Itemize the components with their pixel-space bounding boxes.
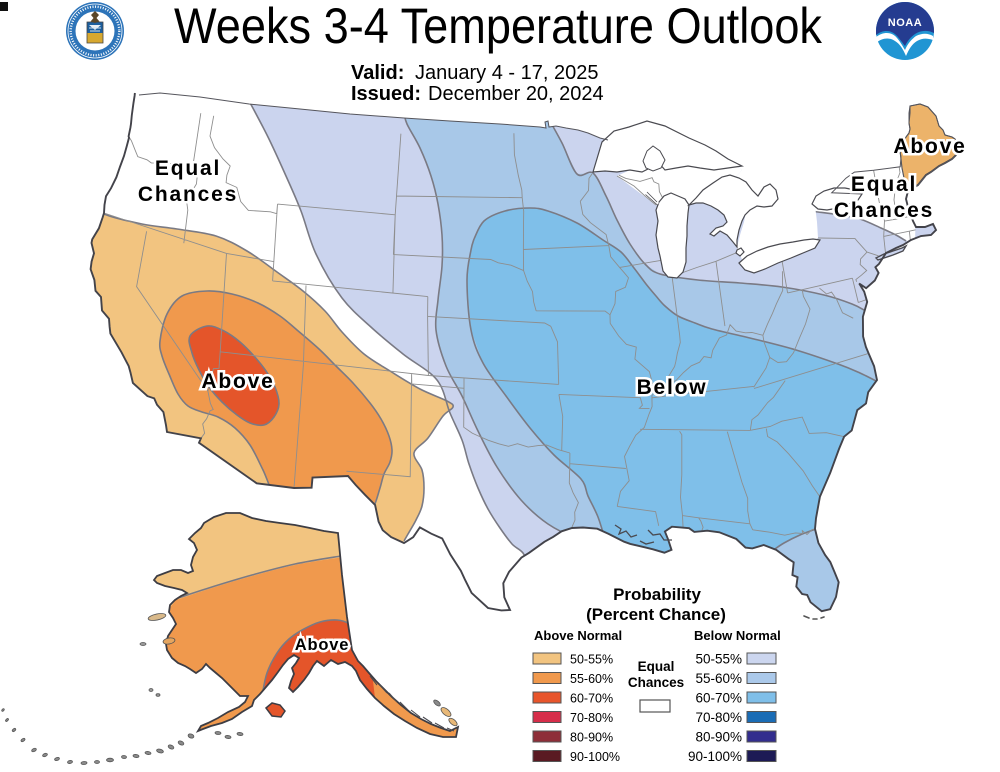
svg-text:Chances: Chances	[834, 199, 934, 222]
svg-text:70-80%: 70-80%	[570, 711, 613, 725]
svg-text:Equal: Equal	[851, 173, 917, 196]
svg-text:60-70%: 60-70%	[570, 692, 613, 706]
svg-text:Above: Above	[201, 370, 274, 393]
svg-text:Below Normal: Below Normal	[694, 628, 781, 643]
svg-text:Probability: Probability	[613, 585, 701, 604]
svg-text:80-90%: 80-90%	[570, 731, 613, 745]
svg-text:Above: Above	[295, 636, 349, 654]
svg-text:Weeks 3-4 Temperature Outlook: Weeks 3-4 Temperature Outlook	[174, 0, 823, 54]
svg-text:80-90%: 80-90%	[695, 730, 742, 745]
svg-text:Equal: Equal	[155, 157, 221, 180]
svg-text:Issued:December 20, 2024: Issued: December 20, 2024	[351, 83, 604, 105]
svg-text:Chances: Chances	[628, 675, 684, 690]
svg-text:Valid:January 4 - 17, 2025: Valid: January 4 - 17, 2025	[351, 62, 598, 84]
svg-text:Equal: Equal	[638, 659, 675, 674]
svg-text:Chances: Chances	[138, 183, 238, 206]
svg-text:Above Normal: Above Normal	[534, 628, 622, 643]
svg-text:55-60%: 55-60%	[570, 672, 613, 686]
svg-text:Below: Below	[637, 376, 708, 399]
svg-text:50-55%: 50-55%	[695, 652, 742, 667]
svg-text:50-55%: 50-55%	[570, 653, 613, 667]
svg-text:NOAA: NOAA	[888, 17, 922, 29]
svg-text:(Percent Chance): (Percent Chance)	[586, 605, 726, 624]
svg-text:60-70%: 60-70%	[695, 691, 742, 706]
svg-text:90-100%: 90-100%	[688, 749, 742, 764]
svg-text:70-80%: 70-80%	[695, 710, 742, 725]
svg-text:55-60%: 55-60%	[695, 671, 742, 686]
svg-text:90-100%: 90-100%	[570, 750, 620, 764]
svg-text:Above: Above	[893, 135, 966, 158]
